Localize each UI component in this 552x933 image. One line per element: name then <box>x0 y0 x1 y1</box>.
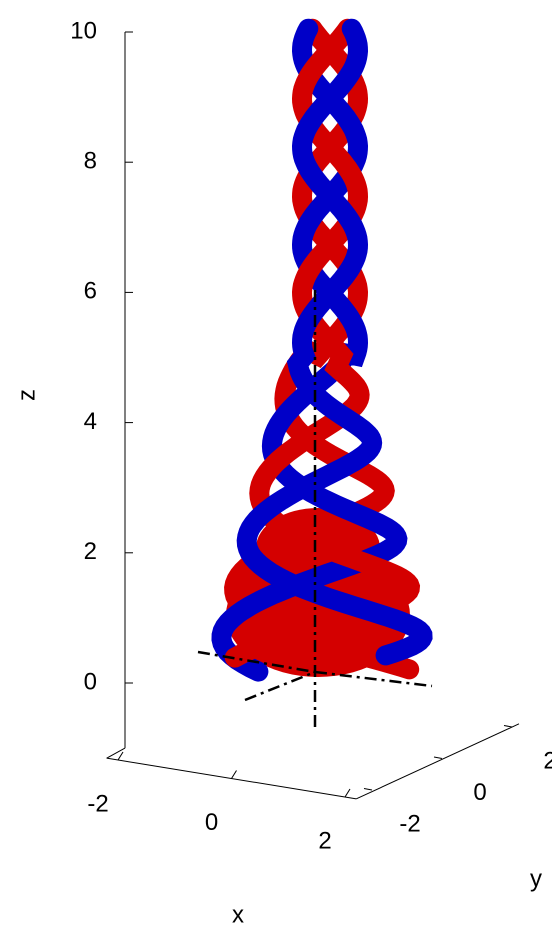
isosurface-group <box>197 18 433 732</box>
y-tick-label: -2 <box>399 810 420 837</box>
z-tick-label: 8 <box>84 148 97 175</box>
x-tick <box>231 770 237 779</box>
axes: 0 2 4 6 8 10 -2 0 2 -2 0 2 <box>70 17 552 854</box>
isosurface-tube <box>211 18 408 682</box>
y-tick <box>433 756 443 759</box>
x-tick-label: -2 <box>87 790 108 817</box>
z-tick-label: 0 <box>84 668 97 695</box>
z-axis-foot <box>106 747 126 759</box>
z-tick-label: 4 <box>84 408 97 435</box>
y-axis-label: y <box>530 865 542 892</box>
reference-line <box>314 670 433 688</box>
isosurface-tube <box>224 18 421 668</box>
y-tick <box>503 725 513 728</box>
x-tick <box>344 788 351 798</box>
x-tick-label: 2 <box>318 827 331 854</box>
z-axis-label: z <box>13 389 40 401</box>
isosurface-tube <box>236 18 433 666</box>
y-tick-label: 0 <box>473 779 486 806</box>
z-tick-label: 6 <box>84 278 97 305</box>
x-tick <box>117 751 124 761</box>
y-tick-label: 2 <box>543 747 552 774</box>
reference-line <box>197 650 316 674</box>
x-axis-label: x <box>232 901 244 928</box>
x-tick-label: 0 <box>205 809 218 836</box>
z-tick-label: 10 <box>70 17 97 44</box>
z-tick-label: 2 <box>84 538 97 565</box>
y-axis <box>356 723 520 800</box>
y-tick <box>363 788 373 791</box>
